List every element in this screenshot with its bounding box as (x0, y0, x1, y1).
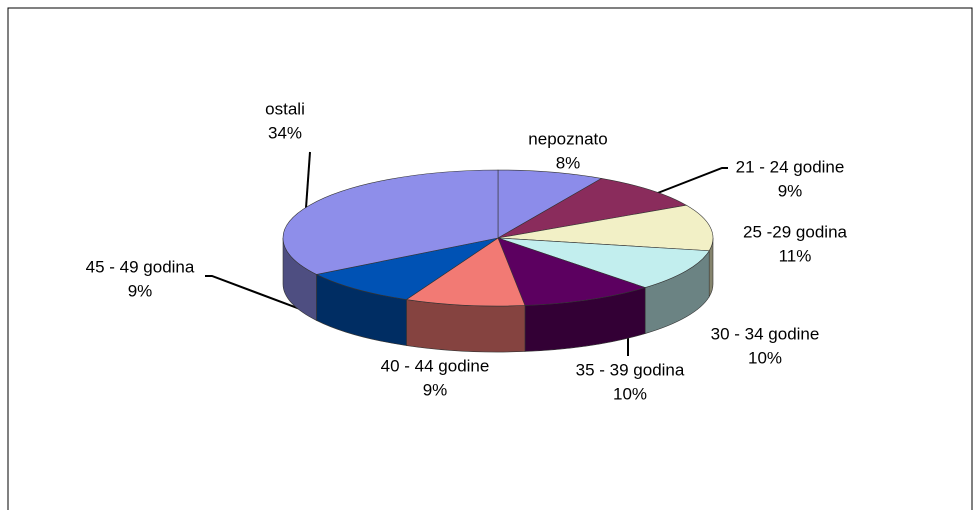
slice-label: 21 - 24 godine (736, 157, 845, 176)
slice-value-label: 11% (779, 246, 812, 265)
frame (7, 7, 973, 510)
slice-label: nepoznato (528, 129, 607, 148)
slice-value-label: 10% (613, 384, 647, 403)
slice-side (406, 299, 526, 353)
slice-label: 45 - 49 godina (86, 257, 195, 276)
slice (405, 237, 526, 307)
slice (497, 169, 603, 239)
slice (497, 178, 688, 239)
slice-label: 30 - 34 godine (711, 324, 820, 343)
slice-value-label: 34% (268, 123, 302, 142)
slice (497, 237, 710, 288)
slice-label: ostali (265, 99, 305, 118)
slice (282, 169, 499, 275)
slice-value-label: 10% (748, 348, 782, 367)
pie-tops (282, 169, 714, 307)
pie-sides (282, 237, 714, 353)
slice-label: 35 - 39 godina (576, 360, 685, 379)
slice (497, 237, 647, 306)
leader-line (305, 151, 311, 209)
slice-value-label: 9% (778, 181, 803, 200)
slice (497, 204, 714, 252)
slice-value-label: 9% (423, 380, 448, 399)
slice-value-label: 9% (128, 281, 153, 300)
slice-label: 25 -29 godina (743, 222, 848, 241)
slice (315, 237, 499, 300)
slice-label: 40 - 44 godine (381, 356, 490, 375)
slice-value-label: 8% (556, 153, 581, 172)
leader-line (649, 167, 728, 197)
